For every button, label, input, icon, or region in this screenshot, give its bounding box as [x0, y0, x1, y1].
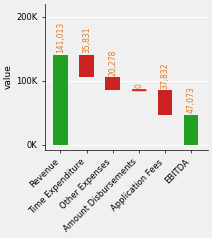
Y-axis label: value: value: [4, 64, 13, 89]
Text: 35,831: 35,831: [82, 26, 91, 53]
Bar: [184, 114, 198, 145]
Bar: [79, 55, 94, 78]
Bar: [105, 78, 120, 90]
Text: 47,073: 47,073: [186, 86, 195, 113]
Text: 0: 0: [134, 83, 143, 88]
Text: 20,278: 20,278: [108, 49, 117, 75]
Bar: [158, 90, 172, 114]
Text: 37,832: 37,832: [160, 62, 169, 89]
Bar: [53, 55, 68, 145]
Text: 141,013: 141,013: [56, 21, 65, 53]
